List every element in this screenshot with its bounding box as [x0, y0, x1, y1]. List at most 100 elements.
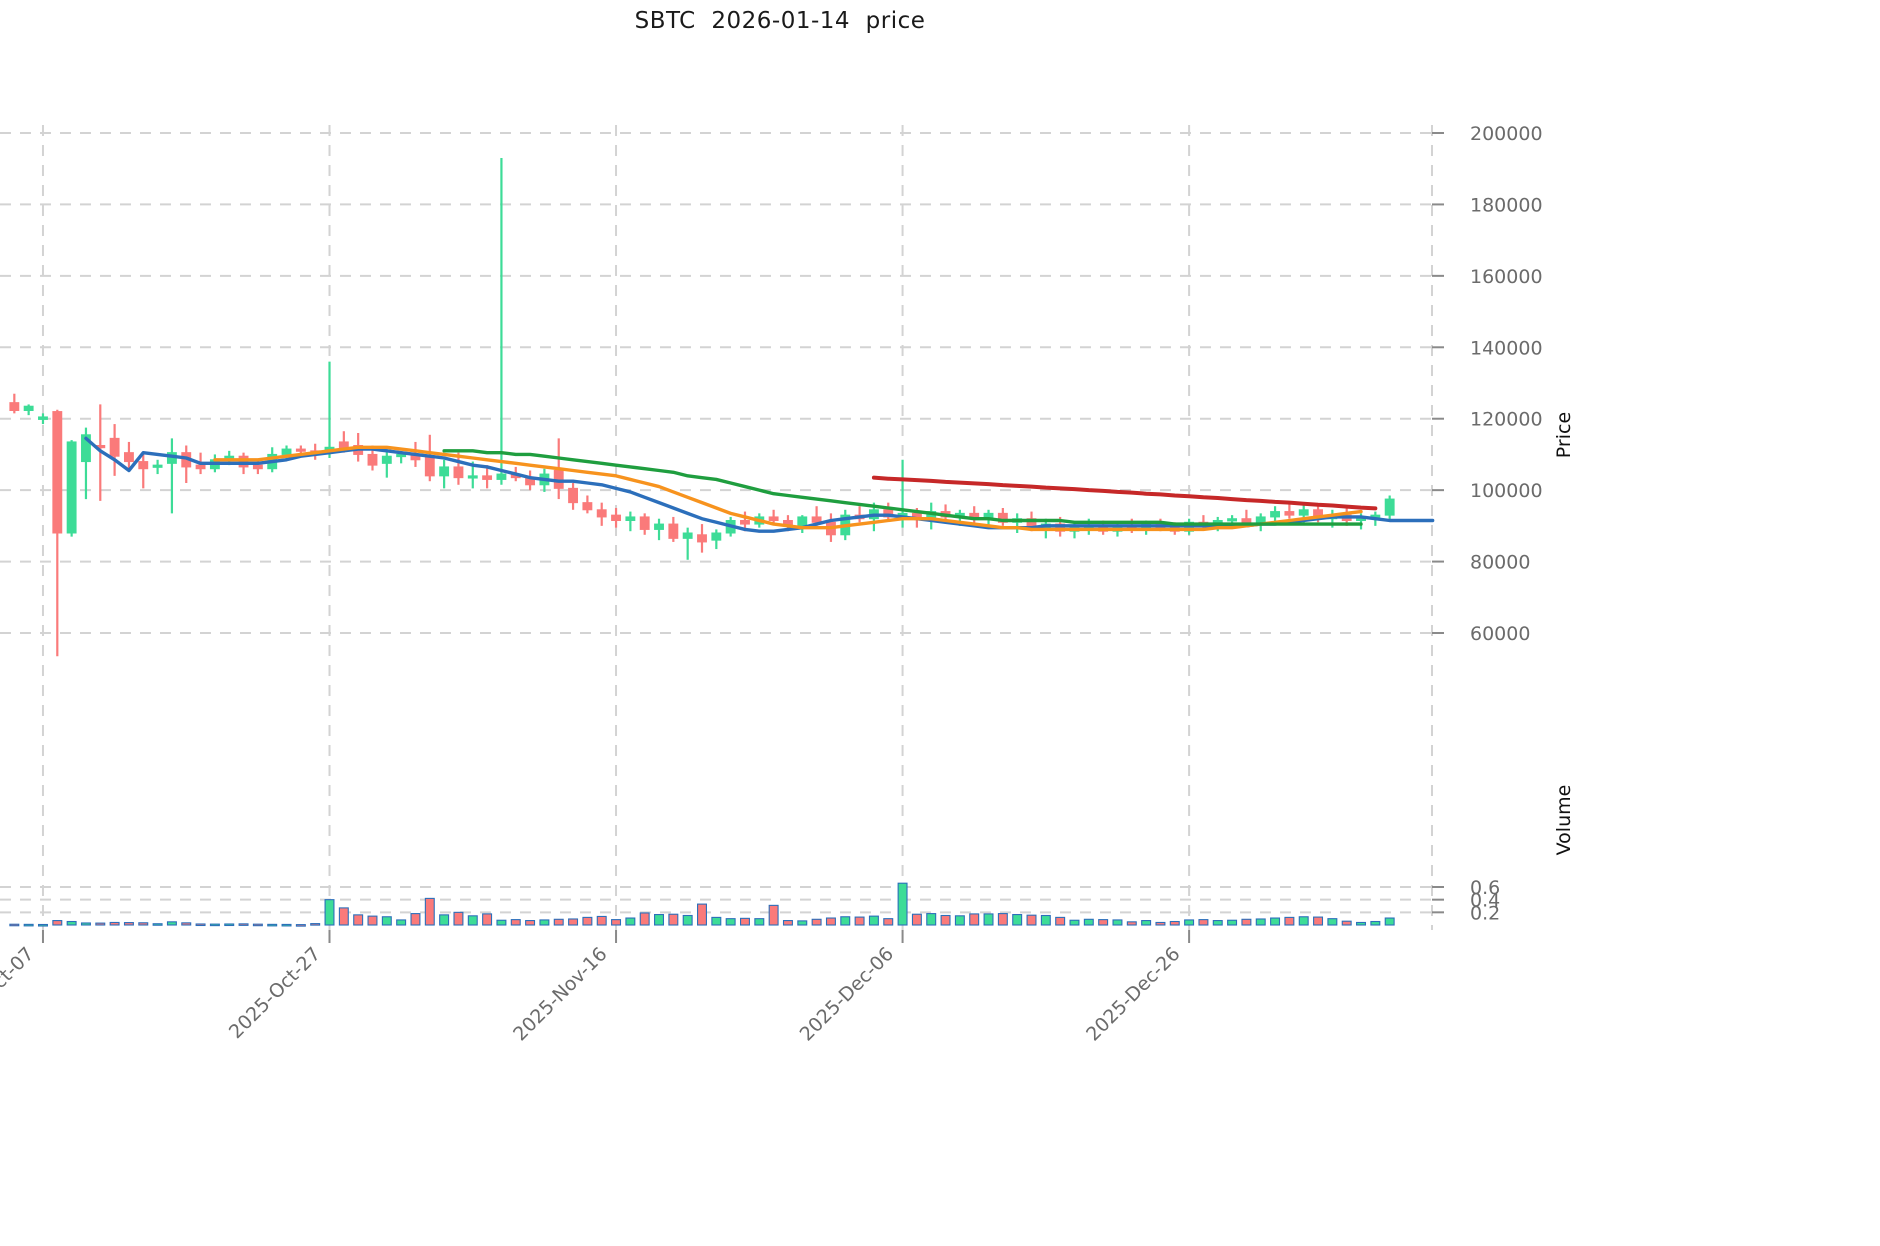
volume-bar [310, 923, 321, 926]
candle-body [639, 516, 650, 530]
volume-bar [983, 913, 994, 926]
candle-body [1270, 511, 1281, 518]
candle-body [367, 453, 378, 466]
candle-body [997, 512, 1008, 523]
volume-bar [1169, 920, 1180, 926]
candle-body [396, 453, 407, 458]
candle-body [582, 502, 593, 511]
volume-bar [424, 897, 435, 926]
date-tick-label: 2025-Dec-06 [796, 943, 899, 1046]
volume-bar [9, 923, 20, 927]
date-tick-label: 2025-Oct-07 [0, 943, 39, 1043]
price-tick-label: 160000 [1470, 266, 1543, 288]
candle-body [1255, 516, 1266, 523]
price-axis-title: Price [1553, 412, 1575, 458]
volume-bar [625, 917, 636, 926]
volume-bar [1012, 913, 1023, 926]
candle-body [109, 437, 120, 457]
volume-bar [166, 921, 177, 926]
volume-bar [1026, 914, 1037, 926]
price-tick-label: 140000 [1470, 337, 1543, 359]
volume-bar [152, 923, 163, 926]
candle-body [1055, 523, 1066, 532]
volume-bar [510, 919, 521, 926]
volume-bar [782, 920, 793, 926]
volume-bar [697, 903, 707, 926]
volume-bar [80, 922, 91, 926]
candle-body [238, 455, 249, 468]
volume-bar [611, 919, 622, 926]
candle-body [482, 475, 493, 480]
volume-tick-label: 0.2 [1470, 902, 1500, 924]
candle-body [295, 448, 306, 452]
candle-body [668, 523, 679, 539]
volume-bar [1227, 919, 1238, 926]
candle-body [496, 473, 507, 480]
volume-bar [37, 923, 48, 927]
volume-bar [295, 924, 306, 927]
volume-bar [1141, 920, 1152, 926]
volume-bar [754, 918, 765, 926]
candle-body [1384, 498, 1395, 516]
volume-bar [1112, 919, 1123, 926]
volume-bar [668, 913, 679, 926]
volume-bar [868, 915, 879, 926]
volume-bar [367, 915, 378, 926]
volume-bar [23, 923, 34, 927]
price-tick-label: 200000 [1470, 123, 1543, 145]
volume-bar [739, 917, 750, 926]
volume-bar [568, 918, 579, 926]
volume-bar [1040, 914, 1051, 926]
date-tick-label: 2025-Nov-16 [509, 943, 611, 1045]
volume-bar [954, 915, 965, 926]
volume-bar [66, 920, 77, 926]
candle-body [81, 434, 91, 463]
volume-bar [1298, 916, 1309, 926]
volume-bar [854, 916, 865, 926]
volume-bar [525, 920, 536, 926]
volume-bar [353, 914, 364, 926]
volume-bar [1069, 919, 1080, 926]
candle-body [467, 475, 478, 479]
candle-body [52, 411, 63, 534]
candle-body [453, 466, 464, 479]
volume-bar [1284, 916, 1295, 926]
candle-body [883, 509, 894, 518]
candle-body [654, 523, 664, 530]
volume-bar [281, 923, 292, 927]
volume-bar [453, 911, 464, 926]
volume-bar [1327, 918, 1338, 926]
volume-bar [1255, 918, 1266, 926]
volume-bar [553, 918, 564, 926]
volume-bar [940, 914, 951, 926]
candle-body [381, 455, 392, 464]
volume-bar [209, 923, 220, 927]
date-tick-label: 2025-Dec-26 [1082, 943, 1185, 1046]
volume-bar [482, 913, 493, 926]
volume-bar [969, 913, 980, 926]
volume-bar [926, 913, 937, 926]
series-line-trend-red [871, 475, 1378, 511]
candle-body [23, 405, 34, 412]
volume-bar [439, 914, 450, 926]
candle-body [1241, 518, 1252, 523]
volume-bar [1384, 917, 1395, 926]
volume-bar [410, 913, 421, 926]
volume-bar [123, 922, 134, 926]
volume-bar [654, 913, 665, 926]
candle-body [768, 516, 779, 522]
candle-body [596, 509, 607, 518]
volume-bar [1198, 919, 1209, 926]
volume-bar [596, 915, 607, 926]
volume-bar [224, 923, 235, 927]
candle-body [1298, 509, 1309, 516]
volume-bar [997, 913, 1008, 926]
volume-bar [1155, 921, 1166, 926]
volume-tick-label: 0.6 [1470, 877, 1500, 899]
volume-bar [52, 920, 63, 926]
volume-bar [324, 899, 335, 926]
volume-bar [1212, 920, 1223, 926]
volume-bar [840, 916, 851, 926]
candle-body [152, 464, 163, 468]
